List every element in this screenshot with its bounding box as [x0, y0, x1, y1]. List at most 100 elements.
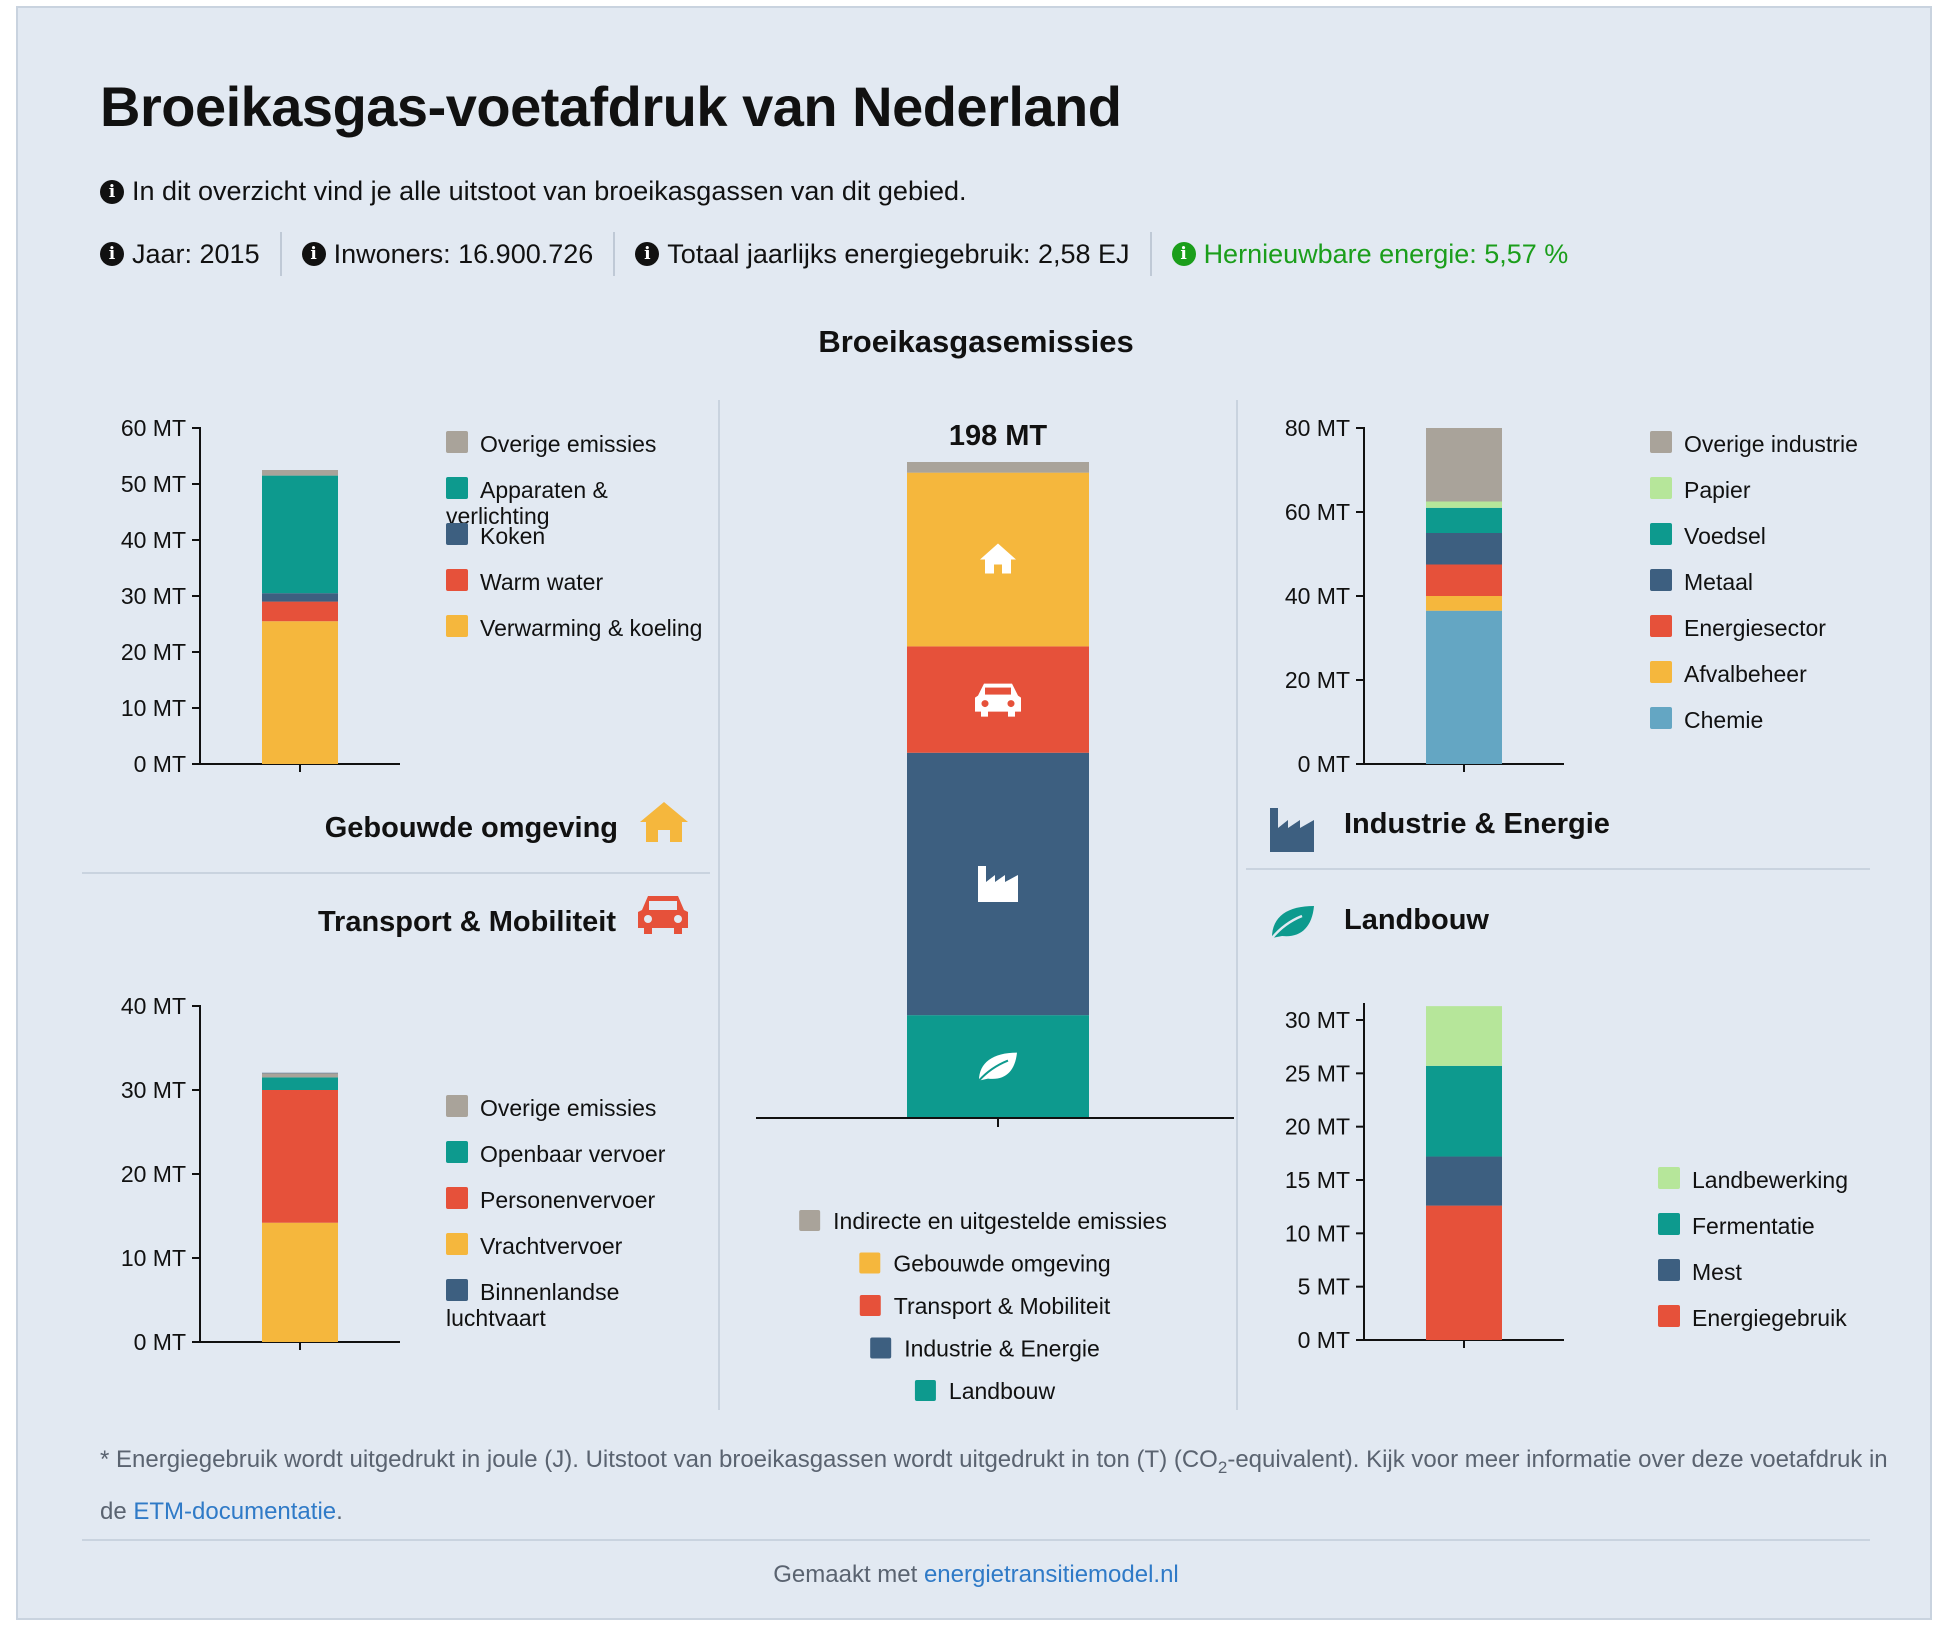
bar-segment [262, 593, 338, 602]
legend-swatch [859, 1252, 881, 1274]
y-tick-label: 40 MT [1285, 583, 1350, 609]
car-light [981, 700, 989, 708]
stat-energy: i Totaal jaarlijks energiegebruik: 2,58 … [615, 232, 1152, 276]
footnote: * Energiegebruik wordt uitgedrukt in jou… [100, 1438, 1900, 1534]
legend-swatch [1650, 615, 1672, 637]
legend-swatch [1650, 431, 1672, 453]
leaf-vein [978, 1059, 1009, 1082]
bar-segment [262, 1073, 338, 1078]
legend-swatch [1650, 477, 1672, 499]
y-tick-label: 0 MT [1298, 751, 1350, 777]
legend-label: Papier [1684, 477, 1751, 503]
y-tick-label: 60 MT [121, 415, 186, 441]
legend-label: Personenvervoer [480, 1187, 655, 1213]
section-title-agriculture: Landbouw [1344, 904, 1489, 936]
built-chart: 0 MT 10 MT 20 MT 30 MT 40 MT 50 MT 60 MT Overig… [121, 415, 703, 777]
y-tick-label: 30 MT [121, 1077, 186, 1103]
y-tick-label: 20 MT [121, 1161, 186, 1187]
divider-left [718, 400, 720, 1410]
y-tick-label: 10 MT [1285, 1220, 1350, 1246]
stat-year-text: Jaar: 2015 [132, 238, 260, 269]
bar-segment [1426, 564, 1502, 596]
etm-link[interactable]: energietransitiemodel.nl [923, 1561, 1179, 1588]
legend-label: Indirecte en uitgestelde emissies [833, 1208, 1167, 1234]
y-tick-label: 20 MT [121, 639, 186, 665]
info-icon[interactable]: i [1171, 242, 1196, 266]
leaf-icon [979, 1052, 1017, 1081]
bar-segment [262, 1077, 338, 1090]
legend-label: Energiesector [1684, 615, 1826, 641]
total-bar-segment [907, 462, 1089, 473]
bar-segment [1426, 533, 1502, 565]
factory-icon [978, 865, 1018, 902]
legend-swatch [446, 615, 468, 637]
page-title: Broeikasgas-voetafdruk van Nederland [100, 75, 1122, 138]
y-tick-label: 15 MT [1285, 1167, 1350, 1193]
bar-segment [262, 601, 338, 622]
y-tick-label: 5 MT [1298, 1274, 1350, 1300]
y-tick-label: 10 MT [121, 1245, 186, 1271]
car-light [1007, 700, 1015, 708]
legend-label: Transport & Mobiliteit [894, 1293, 1111, 1319]
stat-renewable-text: Hernieuwbare energie: 5,57 % [1203, 238, 1569, 269]
legend-swatch [1650, 707, 1672, 729]
y-tick-label: 20 MT [1285, 1114, 1350, 1140]
footnote-text-1: * Energiegebruik wordt uitgedrukt in jou… [100, 1446, 1218, 1473]
transport-chart: 0 MT 10 MT 20 MT 30 MT 40 MT Overige emissies… [121, 993, 666, 1355]
legend-swatch [446, 1141, 468, 1163]
legend-item: Indirecte en uitgestelde emissies [799, 1208, 1167, 1234]
stat-renewable: i Hernieuwbare energie: 5,57 % [1152, 232, 1589, 276]
legend-swatch [446, 1279, 468, 1301]
legend-label: Landbouw [949, 1378, 1056, 1404]
legend-label: Landbewerking [1692, 1167, 1848, 1193]
y-tick-label: 40 MT [121, 527, 186, 553]
bar-segment [262, 1072, 338, 1074]
section-title-built: Gebouwde omgeving [324, 812, 618, 844]
legend-label: Koken [480, 523, 545, 549]
total-label: 198 MT [949, 420, 1048, 452]
footprint-card: Broeikasgas-voetafdruk van Nederland i I… [16, 6, 1932, 1620]
footnote-text-3: . [336, 1497, 343, 1525]
y-tick-label: 0 MT [134, 751, 186, 777]
y-tick-label: 50 MT [121, 471, 186, 497]
house-icon [640, 802, 688, 842]
car-window [985, 687, 1011, 695]
bar-segment [1426, 596, 1502, 611]
y-tick-label: 30 MT [121, 583, 186, 609]
bar-segment [262, 470, 338, 476]
legend-item: Transport & Mobiliteit [859, 1293, 1111, 1319]
legend-label: Industrie & Energie [904, 1336, 1100, 1362]
legend-swatch [446, 523, 468, 545]
y-tick-label: 80 MT [1285, 415, 1350, 441]
footer-divider [82, 1539, 1870, 1541]
info-icon[interactable]: i [100, 242, 124, 266]
legend-swatch [1650, 661, 1672, 683]
info-icon[interactable]: i [301, 242, 326, 266]
made-with-text: Gemaakt met [773, 1561, 924, 1588]
legend-label: Verwarming & koeling [480, 615, 702, 641]
legend-swatch [1658, 1213, 1680, 1235]
industry-chart: 0 MT 20 MT 40 MT 60 MT 80 MT Overige industri… [1285, 415, 1858, 777]
info-icon[interactable]: i [635, 242, 660, 266]
stat-inhabitants: i Inwoners: 16.900.726 [282, 232, 616, 276]
legend-swatch [446, 569, 468, 591]
y-tick-label: 10 MT [121, 695, 186, 721]
bar-segment [262, 621, 338, 764]
legend-label: luchtvaart [446, 1305, 546, 1331]
section-title-industry: Industrie & Energie [1344, 808, 1610, 840]
bar-segment [1426, 428, 1502, 502]
legend-swatch [1658, 1167, 1680, 1189]
section-title-transport: Transport & Mobiliteit [317, 906, 616, 938]
intro-text: In dit overzicht vind je alle uitstoot v… [132, 176, 967, 206]
legend-label: Vrachtvervoer [480, 1233, 623, 1259]
legend-label: Apparaten & [480, 477, 608, 503]
stat-inhabitants-text: Inwoners: 16.900.726 [333, 238, 594, 269]
bar-segment [262, 1222, 338, 1342]
bar-segment [262, 475, 338, 594]
footnote-text-2: -equivalent). Kijk voor meer informatie … [100, 1446, 1888, 1525]
legend-label: Openbaar vervoer [480, 1141, 666, 1167]
y-tick-label: 30 MT [1285, 1007, 1350, 1033]
documentation-link[interactable]: ETM-documentatie [133, 1497, 337, 1525]
info-icon[interactable]: i [100, 179, 124, 204]
stat-energy-text: Totaal jaarlijks energiegebruik: 2,58 EJ [667, 238, 1130, 269]
